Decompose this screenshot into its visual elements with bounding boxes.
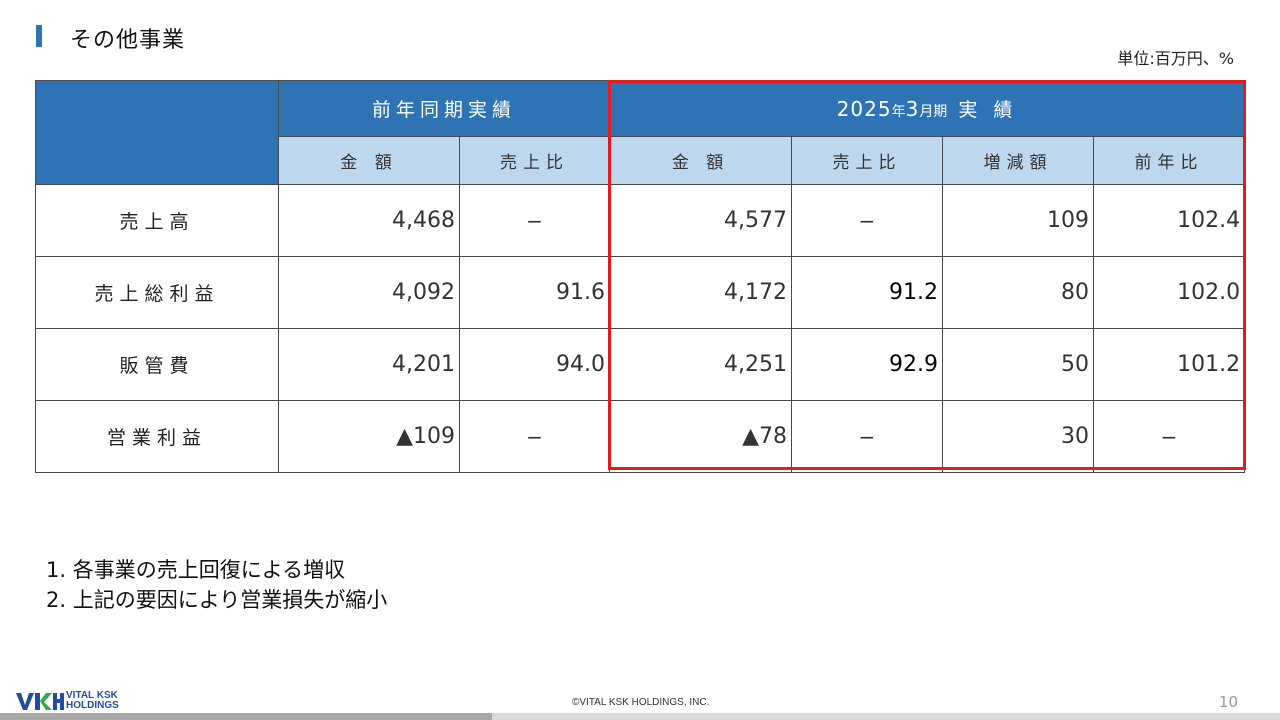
vital-ksk-logo-icon — [16, 693, 64, 710]
header-fy-year: 2025 — [836, 97, 892, 121]
cell-curr-amount: ▲78 — [609, 400, 793, 473]
col-header-yoy: 前年比 — [1093, 136, 1246, 185]
cell-prev-amount: 4,092 — [278, 256, 460, 329]
results-table: 前年同期実績 2025年3月期 実 績 金 額 売上比 金 額 売上比 増減額 … — [35, 80, 1246, 473]
logo-text: VITAL KSK HOLDINGS — [66, 691, 119, 711]
logo-text-line2: HOLDINGS — [66, 700, 119, 711]
header-current-fy: 2025年3月期 実 績 — [609, 80, 1246, 137]
cell-curr-ratio: − — [791, 184, 944, 257]
row-label-gross-profit: 売上総利益 — [35, 256, 279, 329]
notes-list: 1. 各事業の売上回復による増収 2. 上記の要因により営業損失が縮小 — [46, 555, 387, 615]
cell-yoy: 101.2 — [1093, 328, 1246, 401]
cell-yoy: 102.4 — [1093, 184, 1246, 257]
row-label-sga: 販管費 — [35, 328, 279, 401]
cell-prev-amount: ▲109 — [278, 400, 460, 473]
cell-prev-amount: 4,468 — [278, 184, 460, 257]
cell-curr-ratio: 91.2 — [791, 256, 944, 329]
header-corner-cell — [35, 80, 279, 185]
note-item: 1. 各事業の売上回復による増収 — [46, 558, 346, 582]
col-header-change: 増減額 — [942, 136, 1095, 185]
company-logo: VITAL KSK HOLDINGS — [16, 690, 119, 712]
table-row-sga: 販管費 4,201 94.0 4,251 92.9 50 101.2 — [35, 328, 1246, 401]
cell-prev-ratio: − — [458, 184, 611, 257]
cell-prev-ratio: − — [458, 400, 611, 473]
cell-curr-amount: 4,577 — [609, 184, 793, 257]
header-fy-nen: 年 — [891, 104, 906, 120]
table-header-row-2: 金 額 売上比 金 額 売上比 増減額 前年比 — [36, 136, 1246, 185]
header-fy-suffix: 実 績 — [958, 99, 1018, 121]
cell-yoy: 102.0 — [1093, 256, 1246, 329]
col-header-prev-amount: 金 額 — [278, 136, 460, 185]
cell-change: 50 — [942, 328, 1095, 401]
unit-label: 単位:百万円、% — [1117, 49, 1234, 68]
cell-curr-amount: 4,172 — [609, 256, 793, 329]
footer-bar-accent — [0, 713, 492, 720]
cell-change: 30 — [942, 400, 1095, 473]
row-label-operating-profit: 営業利益 — [35, 400, 279, 473]
cell-prev-amount: 4,201 — [278, 328, 460, 401]
footer-bar — [0, 713, 1280, 720]
cell-yoy: − — [1093, 400, 1246, 473]
col-header-curr-amount: 金 額 — [609, 136, 793, 185]
table-row-gross-profit: 売上総利益 4,092 91.6 4,172 91.2 80 102.0 — [35, 256, 1246, 329]
table-header-row-1: 前年同期実績 2025年3月期 実 績 — [35, 80, 1246, 185]
table-row-operating-profit: 営業利益 ▲109 − ▲78 − 30 − — [35, 400, 1246, 473]
cell-prev-ratio: 94.0 — [458, 328, 611, 401]
table-row-sales: 売上高 4,468 − 4,577 − 109 102.4 — [35, 184, 1246, 257]
cell-curr-ratio: 92.9 — [791, 328, 944, 401]
page-number: 10 — [1218, 693, 1238, 711]
cell-prev-ratio: 91.6 — [458, 256, 611, 329]
header-prior-year: 前年同期実績 — [277, 80, 611, 137]
row-label-sales: 売上高 — [35, 184, 279, 257]
cell-change: 109 — [942, 184, 1095, 257]
cell-curr-ratio: − — [791, 400, 944, 473]
title-accent-bar — [36, 25, 42, 47]
header-fy-month: 3 — [905, 97, 920, 121]
note-item: 2. 上記の要因により営業損失が縮小 — [46, 588, 388, 612]
col-header-curr-ratio: 売上比 — [791, 136, 944, 185]
header-fy-ki: 月期 — [919, 104, 948, 120]
cell-curr-amount: 4,251 — [609, 328, 793, 401]
col-header-prev-ratio: 売上比 — [458, 136, 611, 185]
page-title: その他事業 — [70, 28, 186, 53]
copyright-text: ©VITAL KSK HOLDINGS, INC. — [572, 697, 710, 708]
logo-text-line1: VITAL KSK — [66, 690, 118, 701]
cell-change: 80 — [942, 256, 1095, 329]
